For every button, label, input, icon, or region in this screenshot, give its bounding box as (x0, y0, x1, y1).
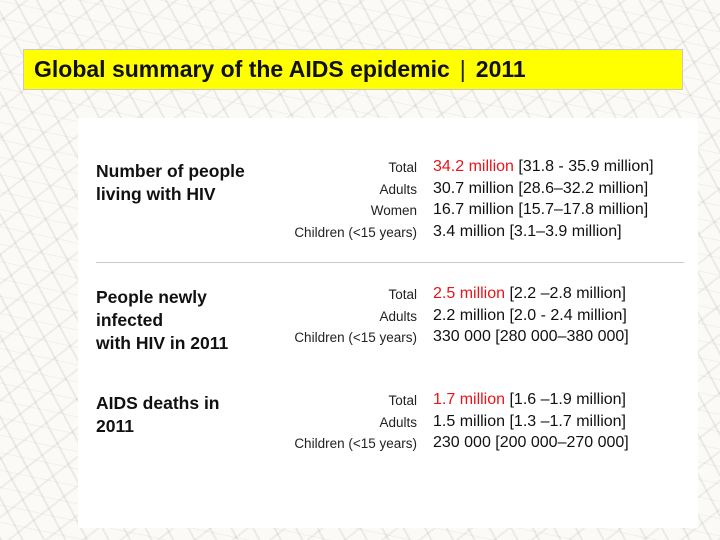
row-range: 30.7 million [28.6–32.2 million] (433, 179, 649, 197)
stat-row: Adults 1.5 million [1.3 –1.7 million] (230, 413, 700, 435)
section-label-line: living with HIV (96, 184, 216, 204)
row-range: 330 000 [280 000–380 000] (433, 328, 629, 345)
section-label-line: AIDS deaths in (96, 393, 220, 413)
stat-row: Adults 2.2 million [2.0 - 2.4 million] (230, 307, 700, 329)
title-bar: Global summary of the AIDS epidemic | 2011 (23, 49, 683, 90)
row-category: Children (<15 years) (294, 436, 417, 451)
row-value: 16.7 million [15.7–17.8 million] (433, 201, 648, 219)
row-value: 3.4 million [3.1–3.9 million] (433, 223, 622, 241)
row-category: Women (370, 203, 417, 218)
section-label: People newly infected with HIV in 2011 (96, 286, 276, 355)
title-year: 2011 (475, 56, 526, 82)
title-main: Global summary of the AIDS epidemic (34, 56, 450, 82)
row-value: 2.2 million [2.0 - 2.4 million] (433, 307, 627, 325)
section-label-line: People newly (96, 287, 207, 307)
row-highlight: 2.5 million (433, 285, 506, 302)
title-separator: | (459, 56, 466, 82)
page-title: Global summary of the AIDS epidemic | 2011 (34, 56, 526, 83)
row-range: [31.8 - 35.9 million] (518, 158, 654, 175)
stat-row: Total 2.5 million [2.2 –2.8 million] (230, 285, 700, 307)
stats-rows: Total 2.5 million [2.2 –2.8 million] Adu… (230, 285, 700, 350)
row-category: Adults (379, 414, 417, 430)
row-range: 2.2 million [2.0 - 2.4 million] (433, 306, 627, 324)
content-panel (78, 118, 698, 528)
section-label-line: Number of people (96, 161, 245, 181)
stat-row: Total 34.2 million [31.8 - 35.9 million] (230, 158, 700, 180)
stat-row: Children (<15 years) 330 000 [280 000–38… (230, 328, 700, 350)
row-value: 330 000 [280 000–380 000] (433, 328, 629, 346)
row-value: 1.5 million [1.3 –1.7 million] (433, 413, 626, 431)
stat-row: Women 16.7 million [15.7–17.8 million] (230, 201, 700, 223)
row-category: Total (388, 160, 417, 175)
section-label-line: with HIV in 2011 (96, 333, 229, 353)
row-range: 16.7 million [15.7–17.8 million] (433, 201, 649, 218)
section-label-line: 2011 (96, 416, 134, 436)
row-value: 30.7 million [28.6–32.2 million] (433, 180, 648, 198)
row-category: Total (388, 287, 417, 302)
row-highlight: 1.7 million (433, 391, 506, 408)
row-category: Adults (379, 308, 417, 324)
row-range: [2.2 –2.8 million] (509, 285, 626, 302)
row-value: 2.5 million [2.2 –2.8 million] (433, 285, 626, 303)
section-divider (96, 262, 684, 263)
row-highlight: 34.2 million (433, 158, 514, 175)
stats-rows: Total 1.7 million [1.6 –1.9 million] Adu… (230, 391, 700, 456)
stat-row: Children (<15 years) 3.4 million [3.1–3.… (230, 223, 700, 245)
row-category: Children (<15 years) (294, 224, 417, 240)
row-value: 34.2 million [31.8 - 35.9 million] (433, 158, 654, 176)
stats-rows: Total 34.2 million [31.8 - 35.9 million]… (230, 158, 700, 244)
row-category: Adults (379, 181, 417, 197)
row-range: 1.5 million [1.3 –1.7 million] (433, 412, 626, 430)
row-category: Children (<15 years) (294, 330, 417, 345)
row-range: 230 000 [200 000–270 000] (433, 434, 629, 451)
stat-row: Total 1.7 million [1.6 –1.9 million] (230, 391, 700, 413)
stat-row: Children (<15 years) 230 000 [200 000–27… (230, 434, 700, 456)
row-value: 1.7 million [1.6 –1.9 million] (433, 391, 626, 409)
section-label: Number of people living with HIV (96, 160, 276, 206)
row-range: [1.6 –1.9 million] (509, 391, 626, 408)
section-label: AIDS deaths in 2011 (96, 392, 276, 438)
row-value: 230 000 [200 000–270 000] (433, 434, 629, 452)
row-category: Total (388, 393, 417, 408)
row-range: 3.4 million [3.1–3.9 million] (433, 222, 622, 240)
section-label-line: infected (96, 310, 164, 330)
stat-row: Adults 30.7 million [28.6–32.2 million] (230, 180, 700, 202)
